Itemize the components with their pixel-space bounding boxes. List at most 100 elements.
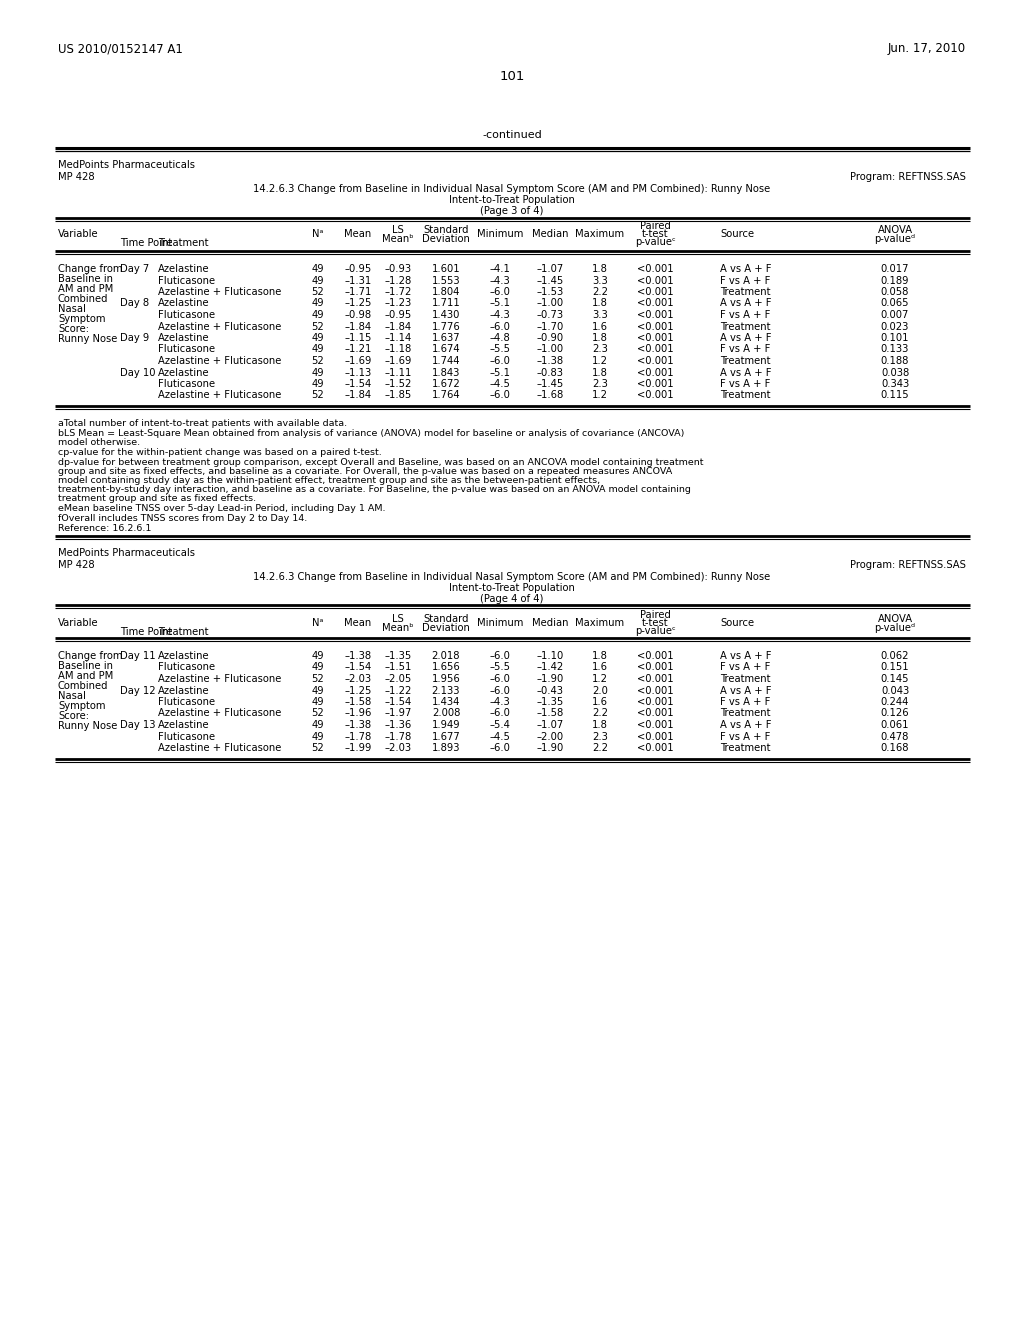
Text: <0.001: <0.001 [637,651,674,661]
Text: 14.2.6.3 Change from Baseline in Individual Nasal Symptom Score (AM and PM Combi: 14.2.6.3 Change from Baseline in Individ… [253,572,771,582]
Text: –1.54: –1.54 [344,379,372,389]
Text: 49: 49 [311,264,325,275]
Text: 1.8: 1.8 [592,719,608,730]
Text: F vs A + F: F vs A + F [720,310,770,319]
Text: –1.84: –1.84 [384,322,412,331]
Text: Median: Median [531,228,568,239]
Text: <0.001: <0.001 [637,276,674,285]
Text: Azelastine + Fluticasone: Azelastine + Fluticasone [158,743,282,752]
Text: Treatment: Treatment [720,709,770,718]
Text: –0.90: –0.90 [537,333,563,343]
Text: aTotal number of intent-to-treat patients with available data.: aTotal number of intent-to-treat patient… [58,418,347,428]
Text: 0.043: 0.043 [881,685,909,696]
Text: –5.1: –5.1 [489,367,511,378]
Text: –1.25: –1.25 [344,685,372,696]
Text: 1.764: 1.764 [432,391,461,400]
Text: 2.2: 2.2 [592,709,608,718]
Text: –5.4: –5.4 [489,719,510,730]
Text: –4.8: –4.8 [489,333,510,343]
Text: 52: 52 [311,322,325,331]
Text: –1.54: –1.54 [344,663,372,672]
Text: –1.69: –1.69 [344,356,372,366]
Text: treatment-by-study day interaction, and baseline as a covariate. For Baseline, t: treatment-by-study day interaction, and … [58,484,691,494]
Text: –6.0: –6.0 [489,743,510,752]
Text: 52: 52 [311,356,325,366]
Text: –1.78: –1.78 [344,731,372,742]
Text: 0.038: 0.038 [881,367,909,378]
Text: –1.35: –1.35 [537,697,563,708]
Text: 3.3: 3.3 [592,276,608,285]
Text: (Page 3 of 4): (Page 3 of 4) [480,206,544,216]
Text: –1.38: –1.38 [344,651,372,661]
Text: –5.5: –5.5 [489,345,511,355]
Text: cp-value for the within-patient change was based on a paired t-test.: cp-value for the within-patient change w… [58,447,382,457]
Text: 52: 52 [311,675,325,684]
Text: –6.0: –6.0 [489,675,510,684]
Text: treatment group and site as fixed effects.: treatment group and site as fixed effect… [58,494,256,503]
Text: 52: 52 [311,391,325,400]
Text: ANOVA: ANOVA [878,224,912,235]
Text: A vs A + F: A vs A + F [720,685,771,696]
Text: 1.637: 1.637 [432,333,461,343]
Text: –5.1: –5.1 [489,298,511,309]
Text: MP 428: MP 428 [58,560,94,570]
Text: t-test: t-test [642,228,669,239]
Text: Maximum: Maximum [575,618,625,628]
Text: Deviation: Deviation [422,623,470,634]
Text: –1.45: –1.45 [537,276,563,285]
Text: Fluticasone: Fluticasone [158,379,215,389]
Text: –0.83: –0.83 [537,367,563,378]
Text: 1.674: 1.674 [432,345,461,355]
Text: –1.21: –1.21 [344,345,372,355]
Text: dp-value for between treatment group comparison, except Overall and Baseline, wa: dp-value for between treatment group com… [58,458,703,467]
Text: <0.001: <0.001 [637,391,674,400]
Text: Fluticasone: Fluticasone [158,731,215,742]
Text: F vs A + F: F vs A + F [720,379,770,389]
Text: 0.189: 0.189 [881,276,909,285]
Text: –1.96: –1.96 [344,709,372,718]
Text: F vs A + F: F vs A + F [720,276,770,285]
Text: <0.001: <0.001 [637,731,674,742]
Text: 1.430: 1.430 [432,310,460,319]
Text: –1.97: –1.97 [384,709,412,718]
Text: 49: 49 [311,651,325,661]
Text: (Page 4 of 4): (Page 4 of 4) [480,594,544,605]
Text: –1.18: –1.18 [384,345,412,355]
Text: Nᵃ: Nᵃ [312,228,324,239]
Text: 1.6: 1.6 [592,697,608,708]
Text: p-valueᵈ: p-valueᵈ [874,234,915,244]
Text: Maximum: Maximum [575,228,625,239]
Text: –6.0: –6.0 [489,286,510,297]
Text: Time Point: Time Point [120,627,172,638]
Text: Combined: Combined [58,681,109,690]
Text: 1.6: 1.6 [592,663,608,672]
Text: A vs A + F: A vs A + F [720,298,771,309]
Text: p-valueᶜ: p-valueᶜ [635,626,676,636]
Text: –1.07: –1.07 [537,719,563,730]
Text: Fluticasone: Fluticasone [158,663,215,672]
Text: US 2010/0152147 A1: US 2010/0152147 A1 [58,42,183,55]
Text: 0.151: 0.151 [881,663,909,672]
Text: <0.001: <0.001 [637,322,674,331]
Text: 2.018: 2.018 [432,651,460,661]
Text: -continued: -continued [482,129,542,140]
Text: Score:: Score: [58,323,89,334]
Text: 0.244: 0.244 [881,697,909,708]
Text: model otherwise.: model otherwise. [58,438,140,447]
Text: 101: 101 [500,70,524,83]
Text: 49: 49 [311,276,325,285]
Text: –1.69: –1.69 [384,356,412,366]
Text: Treatment: Treatment [158,238,209,248]
Text: 1.656: 1.656 [432,663,461,672]
Text: Change from: Change from [58,264,123,275]
Text: F vs A + F: F vs A + F [720,731,770,742]
Text: 52: 52 [311,743,325,752]
Text: –1.84: –1.84 [344,322,372,331]
Text: –6.0: –6.0 [489,651,510,661]
Text: 1.601: 1.601 [432,264,461,275]
Text: group and site as fixed effects, and baseline as a covariate. For Overall, the p: group and site as fixed effects, and bas… [58,467,672,477]
Text: Azelastine: Azelastine [158,333,210,343]
Text: Azelastine: Azelastine [158,367,210,378]
Text: 49: 49 [311,663,325,672]
Text: Day 8: Day 8 [120,298,150,309]
